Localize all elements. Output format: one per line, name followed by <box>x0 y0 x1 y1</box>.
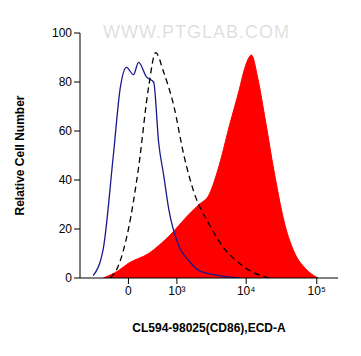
svg-text:20: 20 <box>59 222 73 236</box>
svg-text:40: 40 <box>59 173 73 187</box>
svg-text:0: 0 <box>65 271 72 285</box>
svg-text:10³: 10³ <box>168 284 185 298</box>
svg-text:80: 80 <box>59 75 73 89</box>
svg-text:Relative Cell Number: Relative Cell Number <box>13 95 27 215</box>
svg-text:0: 0 <box>125 284 132 298</box>
svg-text:100: 100 <box>52 26 72 40</box>
svg-text:60: 60 <box>59 124 73 138</box>
svg-text:10⁵: 10⁵ <box>308 284 326 298</box>
html-text:WWW.PTGLAB.COM: WWW.PTGLAB.COM <box>103 22 290 42</box>
svg-text:CL594-98025(CD86),ECD-A: CL594-98025(CD86),ECD-A <box>132 321 286 335</box>
svg-text:10⁴: 10⁴ <box>237 284 256 298</box>
